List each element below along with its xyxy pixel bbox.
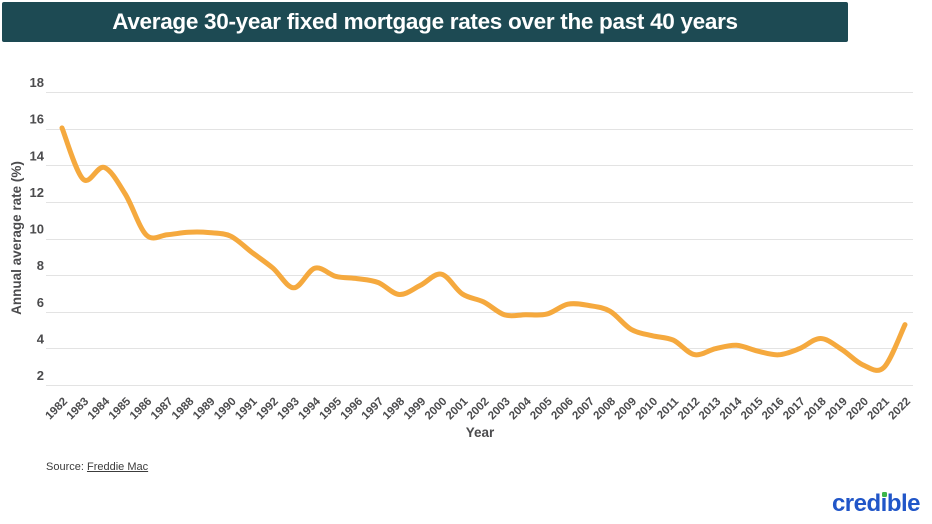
x-tick-label: 2012 <box>676 396 703 423</box>
credible-logo: credıble <box>831 490 921 517</box>
credible-logo-text: credıble <box>831 490 921 517</box>
y-tick-label: 6 <box>37 295 44 310</box>
x-tick-label: 2010 <box>634 396 661 423</box>
rate-line <box>59 125 908 373</box>
x-tick-label: 2015 <box>739 395 766 422</box>
x-axis-title: Year <box>466 425 495 440</box>
x-tick-label: 2003 <box>486 396 513 423</box>
x-tick-label: 2007 <box>570 396 597 423</box>
y-tick-label: 10 <box>30 222 44 237</box>
source-label: Source: <box>46 461 84 473</box>
x-tick-label: 1989 <box>191 396 218 423</box>
x-tick-label: 2006 <box>549 396 576 423</box>
x-tick-label: 1984 <box>86 395 113 422</box>
x-tick-label: 2019 <box>823 396 850 423</box>
x-tick-label: 1995 <box>318 395 345 422</box>
x-tick-label: 2018 <box>802 395 829 422</box>
x-tick-label: 2009 <box>613 396 640 423</box>
title-bar: Average 30-year fixed mortgage rates ove… <box>2 2 848 42</box>
y-tick-label: 16 <box>30 112 44 127</box>
x-tick-label: 2021 <box>865 395 892 422</box>
x-tick-label: 2017 <box>781 396 808 423</box>
y-tick-label: 8 <box>37 258 44 273</box>
source-attribution: Source: Freddie Mac <box>46 461 148 473</box>
y-tick-label: 4 <box>37 331 45 346</box>
logo-i-with-green-dot: ı <box>880 490 888 517</box>
x-tick-label: 2013 <box>697 396 724 423</box>
x-tick-label: 2005 <box>528 395 555 422</box>
y-tick-label: 2 <box>37 368 44 383</box>
x-tick-label: 2014 <box>718 395 745 422</box>
x-tick-label: 2000 <box>423 396 450 423</box>
x-tick-label: 2022 <box>887 396 914 423</box>
chart-title: Average 30-year fixed mortgage rates ove… <box>112 9 738 34</box>
x-tick-label: 1996 <box>339 396 366 423</box>
x-tick-label: 1982 <box>44 396 71 423</box>
x-tick-label: 1991 <box>233 395 260 422</box>
x-tick-label: 1983 <box>65 396 92 423</box>
x-tick-label: 1997 <box>360 396 387 423</box>
plot-area: 1816141210864219821983198419851986198719… <box>30 75 914 422</box>
x-tick-label: 1992 <box>254 396 281 423</box>
x-tick-label: 1993 <box>275 396 302 423</box>
x-tick-label: 1990 <box>212 396 239 423</box>
x-tick-label: 1994 <box>296 395 323 422</box>
x-tick-label: 1999 <box>402 396 429 423</box>
x-tick-label: 1987 <box>149 396 176 423</box>
source-link[interactable]: Freddie Mac <box>86 461 149 473</box>
x-tick-label: 2004 <box>507 395 534 422</box>
x-tick-label: 1998 <box>381 395 408 422</box>
y-tick-label: 12 <box>30 185 44 200</box>
logo-segment: cred <box>831 490 881 517</box>
x-tick-label: 1985 <box>107 395 134 422</box>
x-tick-label: 2016 <box>760 396 787 423</box>
logo-segment: ble <box>886 490 921 517</box>
x-tick-label: 2020 <box>844 396 871 423</box>
x-tick-label: 2002 <box>465 396 492 423</box>
y-tick-label: 18 <box>30 75 44 90</box>
y-tick-label: 14 <box>30 148 45 163</box>
x-tick-label: 2008 <box>592 395 619 422</box>
y-axis-title: Annual average rate (%) <box>9 161 24 315</box>
x-tick-label: 2011 <box>655 395 682 422</box>
x-tick-label: 1988 <box>170 395 197 422</box>
x-tick-label: 1986 <box>128 396 155 423</box>
x-tick-label: 2001 <box>444 395 471 422</box>
